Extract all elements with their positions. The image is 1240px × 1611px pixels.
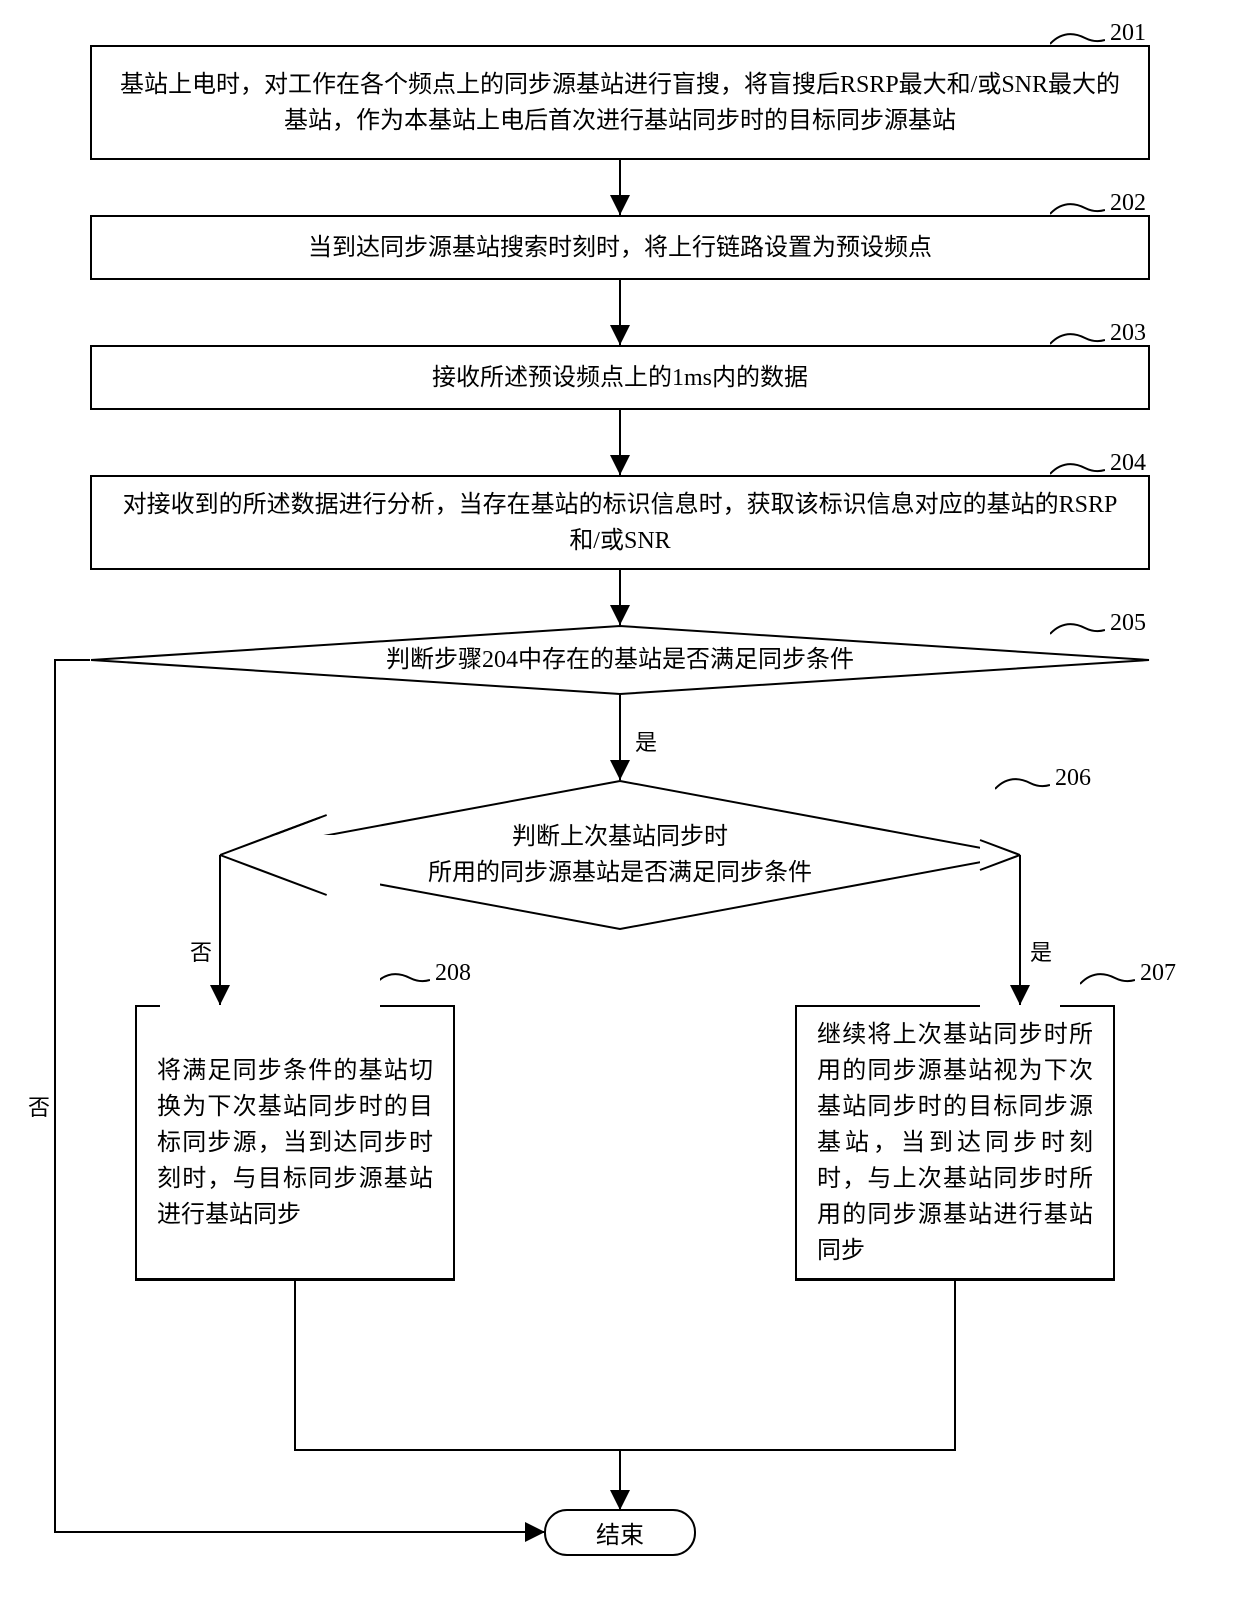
edge-205-yes: 是 (635, 725, 657, 757)
flowchart-canvas: 201 202 203 204 205 206 207 208 基站上电时，对工… (20, 20, 1220, 1591)
step-num-202: 202 (1110, 190, 1146, 217)
step-num-201: 201 (1110, 20, 1146, 47)
step-num-203: 203 (1110, 320, 1146, 347)
step-204: 对接收到的所述数据进行分析，当存在基站的标识信息时，获取该标识信息对应的基站的R… (90, 475, 1150, 570)
step-num-207: 207 (1140, 960, 1176, 987)
edge-205-no: 否 (28, 1090, 50, 1122)
tick-207 (1080, 970, 1135, 988)
step-208: 将满足同步条件的基站切换为下次基站同步时的目标同步源，当到达同步时刻时，与目标同… (135, 1005, 455, 1280)
step-201: 基站上电时，对工作在各个频点上的同步源基站进行盲搜，将盲搜后RSRP最大和/或S… (90, 45, 1150, 160)
step-207: 继续将上次基站同步时所用的同步源基站视为下次基站同步时的目标同步源基站，当到达同… (795, 1005, 1115, 1280)
end-text: 结束 (545, 1510, 695, 1555)
step-202: 当到达同步源基站搜索时刻时，将上行链路设置为预设频点 (90, 215, 1150, 280)
tick-208 (375, 970, 430, 988)
step-203: 接收所述预设频点上的1ms内的数据 (90, 345, 1150, 410)
decision-205: 判断步骤204中存在的基站是否满足同步条件 (90, 625, 1150, 695)
step-num-206: 206 (1055, 765, 1091, 792)
edge-206-no: 否 (190, 935, 212, 967)
decision-206-label: 判断上次基站同步时 所用的同步源基站是否满足同步条件 (220, 780, 1020, 930)
step-num-204: 204 (1110, 450, 1146, 477)
decision-206: 判断上次基站同步时 所用的同步源基站是否满足同步条件 (220, 780, 1020, 930)
step-num-208: 208 (435, 960, 471, 987)
edge-206-yes: 是 (1030, 935, 1052, 967)
decision-205-label: 判断步骤204中存在的基站是否满足同步条件 (90, 625, 1150, 695)
